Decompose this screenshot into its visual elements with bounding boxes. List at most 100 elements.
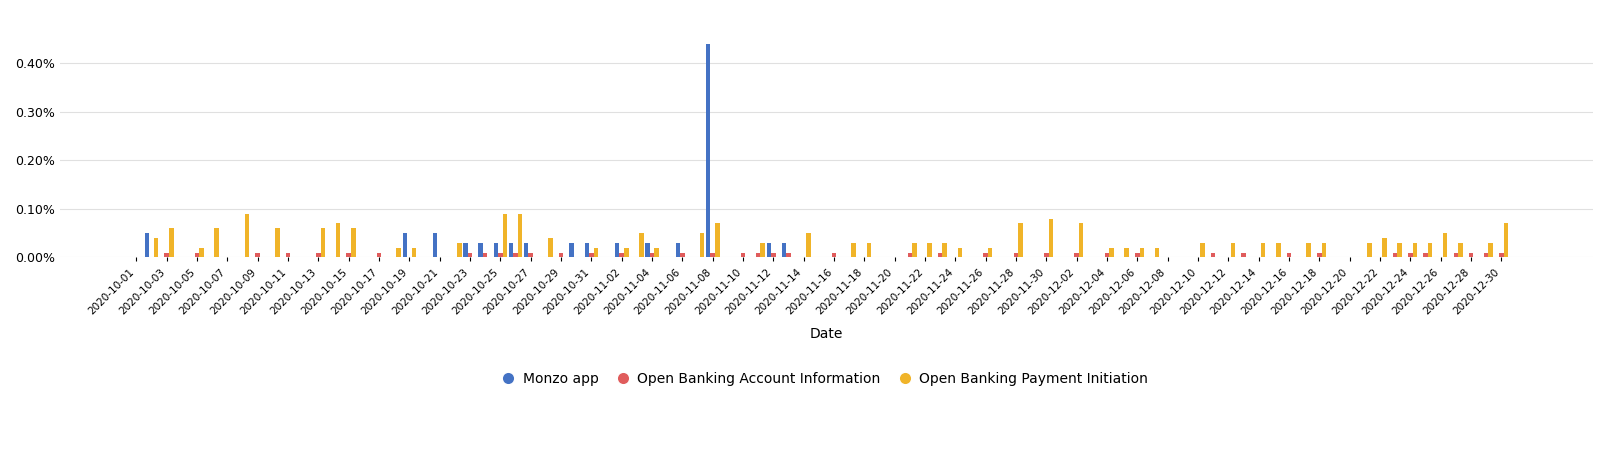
Bar — [1441, 233, 1446, 257]
Bar — [336, 224, 341, 257]
Bar — [760, 243, 765, 257]
Bar — [1488, 243, 1491, 257]
X-axis label: Date: Date — [810, 327, 842, 341]
Bar — [852, 243, 855, 257]
Bar — [1321, 243, 1326, 257]
Bar — [1498, 252, 1503, 257]
Bar — [649, 252, 654, 257]
Bar — [517, 214, 522, 257]
Bar — [432, 233, 437, 257]
Bar — [638, 233, 643, 257]
Bar — [456, 243, 461, 257]
Bar — [529, 252, 532, 257]
Bar — [145, 233, 149, 257]
Bar — [397, 248, 400, 257]
Bar — [256, 252, 260, 257]
Bar — [1229, 243, 1234, 257]
Bar — [1411, 243, 1416, 257]
Bar — [402, 233, 407, 257]
Bar — [654, 248, 659, 257]
Bar — [317, 252, 320, 257]
Bar — [1104, 252, 1109, 257]
Bar — [214, 228, 219, 257]
Bar — [705, 44, 710, 257]
Bar — [1427, 243, 1432, 257]
Bar — [1305, 243, 1310, 257]
Bar — [1453, 252, 1458, 257]
Bar — [194, 252, 199, 257]
Bar — [1210, 252, 1215, 257]
Bar — [350, 228, 355, 257]
Bar — [1366, 243, 1371, 257]
Bar — [781, 243, 786, 257]
Bar — [1012, 252, 1017, 257]
Bar — [169, 228, 174, 257]
Bar — [1123, 248, 1128, 257]
Bar — [463, 243, 468, 257]
Bar — [1276, 243, 1279, 257]
Bar — [1286, 252, 1290, 257]
Bar — [1467, 252, 1472, 257]
Bar — [1154, 248, 1159, 257]
Bar — [320, 228, 325, 257]
Bar — [376, 252, 381, 257]
Bar — [906, 252, 911, 257]
Bar — [275, 228, 280, 257]
Bar — [987, 248, 992, 257]
Bar — [699, 233, 704, 257]
Bar — [558, 252, 562, 257]
Bar — [1503, 224, 1507, 257]
Bar — [411, 248, 416, 257]
Bar — [164, 252, 169, 257]
Bar — [585, 243, 588, 257]
Bar — [593, 248, 598, 257]
Bar — [1017, 224, 1022, 257]
Bar — [1382, 238, 1385, 257]
Bar — [1139, 248, 1144, 257]
Bar — [482, 252, 487, 257]
Bar — [805, 233, 810, 257]
Bar — [244, 214, 249, 257]
Bar — [767, 243, 771, 257]
Bar — [614, 243, 619, 257]
Bar — [346, 252, 350, 257]
Bar — [468, 252, 472, 257]
Bar — [1241, 252, 1245, 257]
Bar — [1078, 224, 1083, 257]
Bar — [498, 252, 503, 257]
Bar — [1458, 243, 1462, 257]
Bar — [715, 224, 718, 257]
Legend: Monzo app, Open Banking Account Information, Open Banking Payment Initiation: Monzo app, Open Banking Account Informat… — [498, 366, 1154, 392]
Bar — [680, 252, 685, 257]
Bar — [619, 252, 624, 257]
Bar — [1109, 248, 1114, 257]
Bar — [624, 248, 628, 257]
Bar — [831, 252, 836, 257]
Bar — [524, 243, 529, 257]
Bar — [755, 252, 760, 257]
Bar — [741, 252, 744, 257]
Bar — [286, 252, 291, 257]
Bar — [588, 252, 593, 257]
Bar — [1048, 219, 1053, 257]
Bar — [154, 238, 157, 257]
Bar — [1199, 243, 1204, 257]
Bar — [513, 252, 517, 257]
Bar — [1260, 243, 1265, 257]
Bar — [1396, 243, 1401, 257]
Bar — [508, 243, 513, 257]
Bar — [199, 248, 204, 257]
Bar — [866, 243, 871, 257]
Bar — [493, 243, 498, 257]
Bar — [569, 243, 574, 257]
Bar — [1392, 252, 1396, 257]
Bar — [1483, 252, 1488, 257]
Bar — [911, 243, 916, 257]
Bar — [983, 252, 987, 257]
Bar — [771, 252, 775, 257]
Bar — [942, 243, 947, 257]
Bar — [786, 252, 791, 257]
Bar — [958, 248, 961, 257]
Bar — [1073, 252, 1078, 257]
Bar — [477, 243, 482, 257]
